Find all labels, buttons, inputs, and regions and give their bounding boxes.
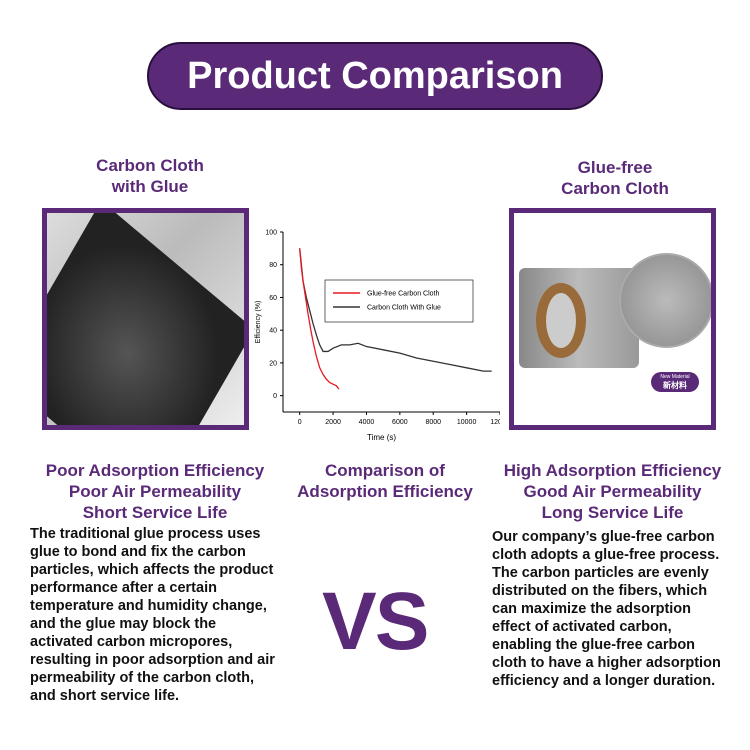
- new-material-badge: New Material 新材料: [651, 372, 699, 392]
- badge-en: New Material: [660, 374, 690, 380]
- right-heading-line: Glue-free: [577, 158, 653, 177]
- zoom-circle: [619, 253, 711, 348]
- badge-cn: 新材料: [663, 381, 687, 390]
- feature: High Adsorption Efficiency: [503, 461, 722, 480]
- feature: Long Service Life: [541, 503, 684, 522]
- legend-label: Carbon Cloth With Glue: [367, 305, 441, 312]
- page-title: Product Comparison: [147, 42, 603, 110]
- right-features: High Adsorption Efficiency Good Air Perme…: [490, 460, 735, 523]
- y-tick-label: 80: [269, 262, 277, 269]
- right-description: Our company’s glue-free carbon cloth ado…: [492, 529, 721, 689]
- y-tick-label: 0: [273, 393, 277, 400]
- x-tick-label: 0: [298, 419, 302, 426]
- vs-label: VS: [322, 576, 429, 667]
- series-line: [299, 248, 492, 372]
- carbon-layer: [47, 213, 244, 425]
- left-heading-line: with Glue: [111, 177, 189, 196]
- legend-box: [324, 279, 474, 323]
- x-axis-label: Time (s): [367, 433, 396, 442]
- x-tick-label: 6000: [392, 419, 408, 426]
- y-tick-label: 20: [269, 360, 277, 367]
- caption: Adsorption Efficiency: [297, 482, 473, 501]
- feature: Poor Adsorption Efficiency: [45, 461, 265, 480]
- center-caption: Comparison of Adsorption Efficiency: [280, 460, 490, 502]
- y-axis-label: Efficiency (%): [255, 301, 262, 344]
- series-line: [299, 248, 340, 390]
- feature: Short Service Life: [82, 503, 228, 522]
- gluefree-roll-image: [509, 208, 716, 430]
- x-tick-label: 4000: [359, 419, 375, 426]
- left-heading: Carbon Cloth with Glue: [60, 155, 240, 197]
- caption: Comparison of: [325, 461, 445, 480]
- right-heading-line: Carbon Cloth: [561, 179, 669, 198]
- x-tick-label: 10000: [457, 419, 477, 426]
- left-description: The traditional glue process uses glue t…: [30, 526, 275, 704]
- feature: Good Air Permeability: [523, 482, 702, 501]
- y-tick-label: 40: [269, 328, 277, 335]
- efficiency-chart: 0 20 40 60 80 100 0 2000 4000 6000 8000 10000 12000 T…: [255, 230, 500, 442]
- x-tick-label: 8000: [425, 419, 441, 426]
- y-tick-label: 60: [269, 295, 277, 302]
- x-tick-label: 2000: [325, 419, 341, 426]
- legend-label: Glue-free Carbon Cloth: [367, 291, 439, 298]
- roll-core: [536, 283, 586, 358]
- x-tick-label: 12000: [490, 419, 500, 426]
- left-heading-line: Carbon Cloth: [96, 156, 204, 175]
- left-features: Poor Adsorption Efficiency Poor Air Perme…: [20, 460, 290, 523]
- y-tick-label: 100: [265, 230, 277, 237]
- glued-cloth-image: [42, 208, 249, 430]
- feature: Poor Air Permeability: [68, 482, 242, 501]
- right-heading: Glue-free Carbon Cloth: [520, 157, 710, 199]
